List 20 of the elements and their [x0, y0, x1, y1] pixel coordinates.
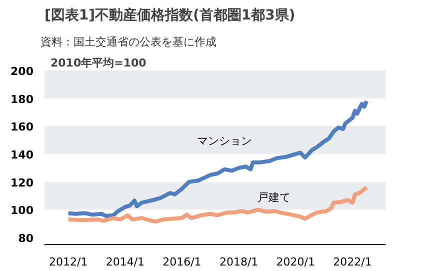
x-tick-label: 2020/1: [276, 256, 315, 268]
line-series: [66, 99, 369, 218]
y-tick-label: 200: [10, 65, 34, 78]
x-tick-label: 2016/1: [162, 256, 202, 268]
y-tick-label: 120: [10, 176, 34, 190]
x-tick-label: 2014/1: [106, 256, 145, 268]
y-tick-label: 160: [10, 120, 34, 134]
y-tick-label: 100: [10, 204, 34, 218]
y-tick-label: 180: [10, 92, 34, 106]
x-tick-label: 2018/1: [219, 256, 258, 268]
y-axis-title: 2010年平均=100: [50, 56, 147, 70]
series-label: マンション: [197, 134, 252, 148]
series-label: 戸建て: [258, 191, 291, 204]
y-tick-label: 140: [10, 148, 34, 162]
chart-title: [図表1]不動産価格指数(首都圏1都3県): [44, 6, 296, 24]
x-tick-label: 2012/1: [48, 256, 88, 268]
y-tick-label: 80: [18, 232, 34, 246]
line-series: [66, 185, 369, 224]
text: 資料：国土交通省の公表を基に作成: [40, 36, 216, 48]
x-tick-label: 2022/1: [333, 256, 372, 268]
